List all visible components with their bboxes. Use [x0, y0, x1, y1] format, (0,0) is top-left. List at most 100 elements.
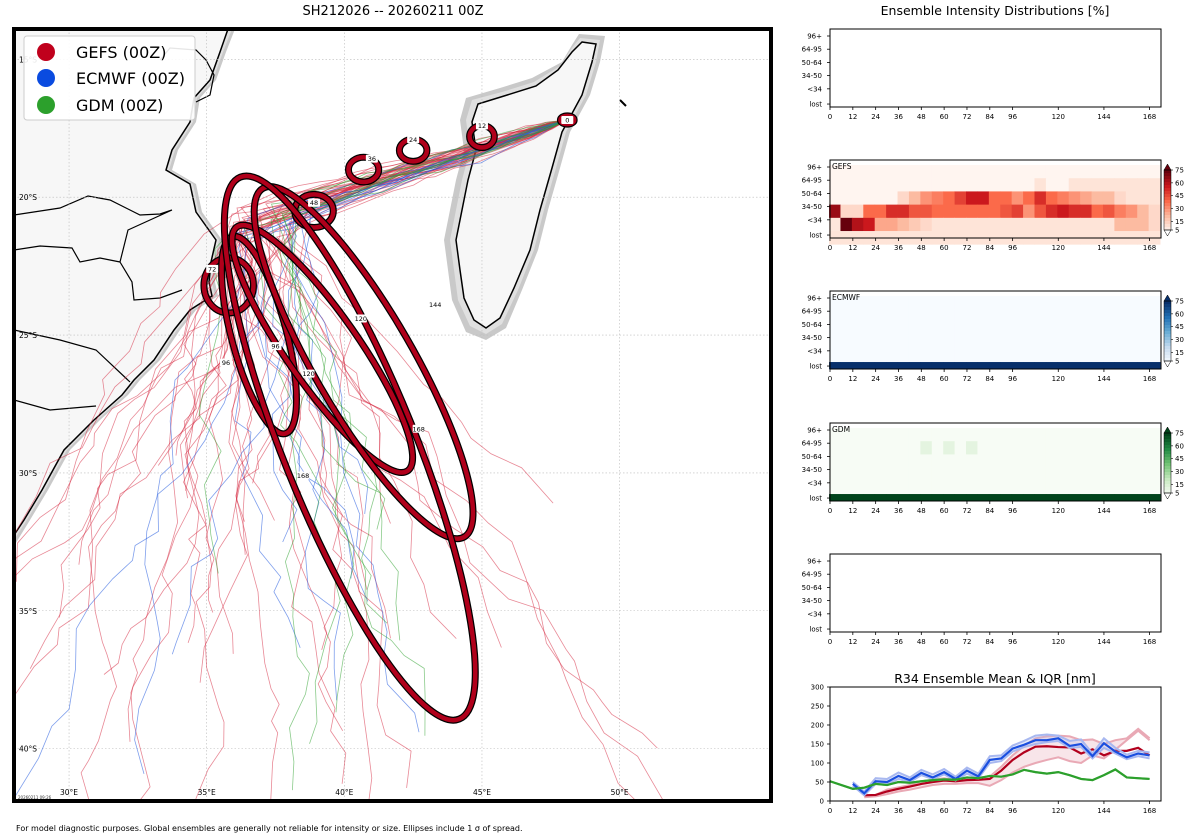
x-tick-label: 84: [985, 244, 994, 252]
heat-cell: [1023, 362, 1035, 370]
colorbar-step: [1164, 475, 1171, 479]
heat-cell: [977, 191, 990, 206]
intensity-panel-gdm: GDM 96+ 64-95 50-64 34-50 <34 lost 0 12 24 36 48 60 7…: [802, 422, 1184, 515]
heat-cell: [1068, 309, 1081, 323]
heat-cell: [1148, 454, 1161, 469]
x-tick-label: 48: [917, 244, 926, 252]
heat-cell: [874, 309, 887, 323]
heat-cell: [1137, 480, 1150, 495]
heat-cell: [931, 494, 944, 502]
x-tick-label: 84: [985, 375, 994, 383]
heat-cell: [1034, 309, 1047, 323]
x-tick-label: 36: [894, 638, 903, 646]
heat-cell: [874, 165, 887, 179]
heat-cell: [943, 217, 956, 232]
y-tick-label: 34-50: [802, 203, 822, 211]
heat-cell: [1011, 309, 1024, 323]
heat-cell: [988, 348, 1001, 363]
heat-cell: [954, 480, 967, 495]
x-tick-label: 120: [1052, 507, 1065, 515]
colorbar-step: [1164, 439, 1171, 443]
heat-cell: [863, 480, 876, 495]
colorbar-step: [1164, 215, 1171, 219]
ellipse-hour-label: 144: [429, 301, 441, 309]
colorbar-extend-bottom: [1163, 229, 1172, 237]
heat-cell: [954, 494, 967, 502]
heat-cell: [1011, 428, 1024, 442]
heat-cell: [829, 348, 841, 363]
heat-cell: [977, 362, 990, 370]
map-title: SH212026 -- 20260211 00Z: [302, 4, 483, 19]
heat-cell: [1102, 217, 1115, 232]
heat-cell: [931, 178, 944, 192]
heat-cell: [1057, 296, 1070, 310]
heat-cell: [851, 322, 864, 337]
heat-cell: [1068, 165, 1081, 179]
x-tick-label: 36: [894, 244, 903, 252]
lon-tick-label: 40°E: [335, 788, 353, 797]
heat-cell: [1011, 204, 1024, 219]
x-tick-label: 60: [940, 638, 949, 646]
heat-cell: [851, 309, 864, 323]
heat-cell: [829, 362, 841, 370]
ellipse-label-bg: [354, 314, 367, 323]
heat-cell: [874, 454, 887, 469]
colorbar-tick-label: 15: [1175, 481, 1184, 489]
heat-cell: [840, 362, 853, 370]
heat-cell: [1114, 362, 1127, 370]
y-tick-label: 50-64: [802, 321, 823, 329]
heat-cell: [1102, 335, 1115, 350]
heat-cell: [1080, 348, 1092, 363]
heat-cell: [1068, 296, 1081, 310]
heat-cell: [1034, 428, 1047, 442]
heat-cell: [1091, 322, 1104, 337]
heat-cell: [1057, 467, 1070, 482]
heat-cell: [1137, 454, 1150, 469]
colorbar-step: [1164, 346, 1171, 350]
heat-cell: [1091, 348, 1104, 363]
heat-cell: [943, 480, 956, 495]
r34-x-tick-label: 36: [894, 807, 903, 815]
ellipse-hour-label: 24: [409, 136, 417, 144]
y-tick-label: lost: [809, 101, 822, 109]
heat-cell: [863, 348, 876, 363]
heat-cell: [1057, 480, 1070, 495]
colorbar-step: [1164, 200, 1171, 204]
x-tick-label: 144: [1097, 507, 1111, 515]
heat-cell: [1011, 467, 1024, 482]
colorbar-step: [1164, 460, 1171, 464]
heat-cell: [954, 296, 967, 310]
colorbar-extend-top: [1163, 294, 1172, 302]
heat-cell: [874, 322, 887, 337]
heat-cell: [874, 480, 887, 495]
panel-bg: [830, 29, 1161, 107]
colorbar-step: [1164, 331, 1171, 335]
heat-cell: [1125, 178, 1138, 192]
y-tick-label: 96+: [807, 164, 822, 172]
colorbar-step: [1164, 322, 1171, 326]
heat-cell: [1114, 335, 1127, 350]
heat-cell: [988, 494, 1001, 502]
heat-cell: [1045, 480, 1058, 495]
y-tick-label: 50-64: [802, 453, 823, 461]
heat-cell: [1114, 441, 1127, 455]
heat-cell: [1034, 467, 1047, 482]
heat-cell: [851, 467, 864, 482]
heat-cell: [840, 309, 853, 323]
heat-cell: [1057, 335, 1070, 350]
heat-cell: [931, 467, 944, 482]
lon-tick-label: 45°E: [473, 788, 491, 797]
heat-cell: [1045, 322, 1058, 337]
r34-series-gdm: [829, 768, 1150, 790]
r34-series-ecmwf: [852, 733, 1150, 797]
heat-cell: [966, 467, 978, 482]
heat-cell: [829, 322, 841, 337]
heat-cell: [886, 217, 898, 232]
heat-cell: [931, 480, 944, 495]
r34-x-tick-label: 72: [963, 807, 972, 815]
y-tick-label: 50-64: [802, 190, 823, 198]
heat-cell: [851, 204, 864, 219]
colorbar-step: [1164, 442, 1171, 446]
colorbar-step: [1164, 313, 1171, 317]
